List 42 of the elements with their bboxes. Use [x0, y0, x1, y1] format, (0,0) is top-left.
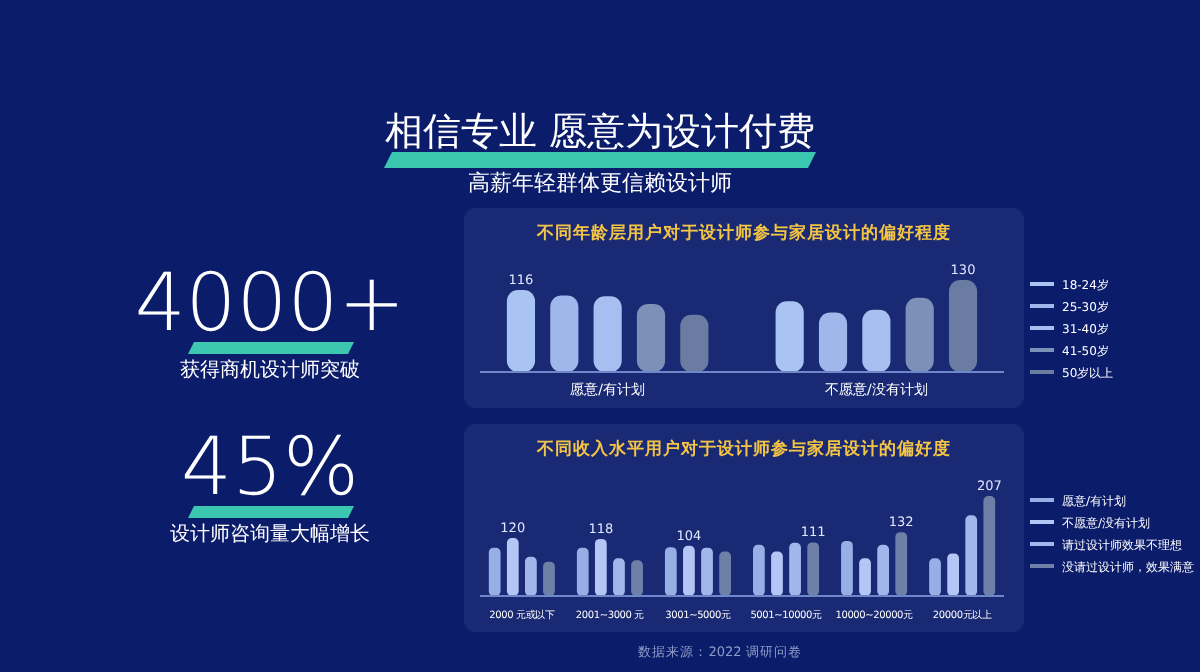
bar	[905, 297, 934, 372]
text: 高薪年轻群体更信赖设计师	[468, 170, 732, 196]
bar	[929, 558, 941, 596]
chart-title: 不同年龄层用户对于设计师参与家居设计的偏好程度	[535, 222, 951, 244]
bar	[506, 538, 519, 596]
bar	[862, 309, 891, 372]
text: 相信专业 愿意为设计付费	[384, 110, 816, 154]
bar	[859, 558, 871, 596]
bar	[683, 545, 695, 596]
chart-title: 不同收入水平用户对于设计师参与家居设计的偏好度	[535, 438, 951, 460]
bar	[771, 551, 783, 596]
bar	[948, 280, 978, 372]
bar	[543, 561, 555, 596]
bar	[753, 544, 765, 596]
bar	[719, 551, 731, 596]
bar	[775, 301, 804, 372]
bar	[525, 556, 537, 596]
bar	[895, 532, 908, 596]
text: 45%	[181, 422, 359, 514]
bar	[594, 539, 607, 596]
bar	[506, 289, 536, 372]
text: 设计师咨询量大幅增长	[170, 522, 370, 546]
bar	[877, 544, 890, 596]
bar	[613, 558, 625, 596]
bar	[488, 547, 501, 596]
bar	[550, 295, 579, 372]
bar	[701, 547, 713, 596]
bar	[841, 540, 853, 596]
bar	[593, 296, 622, 372]
bar	[983, 496, 996, 596]
text: 4000+	[134, 258, 406, 350]
bar	[631, 560, 643, 596]
bar	[576, 547, 589, 596]
bar	[947, 553, 959, 596]
bar	[965, 515, 978, 596]
bar	[807, 542, 820, 596]
bar	[680, 314, 709, 372]
bar	[789, 542, 801, 596]
bar	[636, 304, 666, 372]
text: 获得商机设计师突破	[180, 358, 360, 382]
bar	[818, 312, 848, 372]
bar	[664, 547, 677, 596]
